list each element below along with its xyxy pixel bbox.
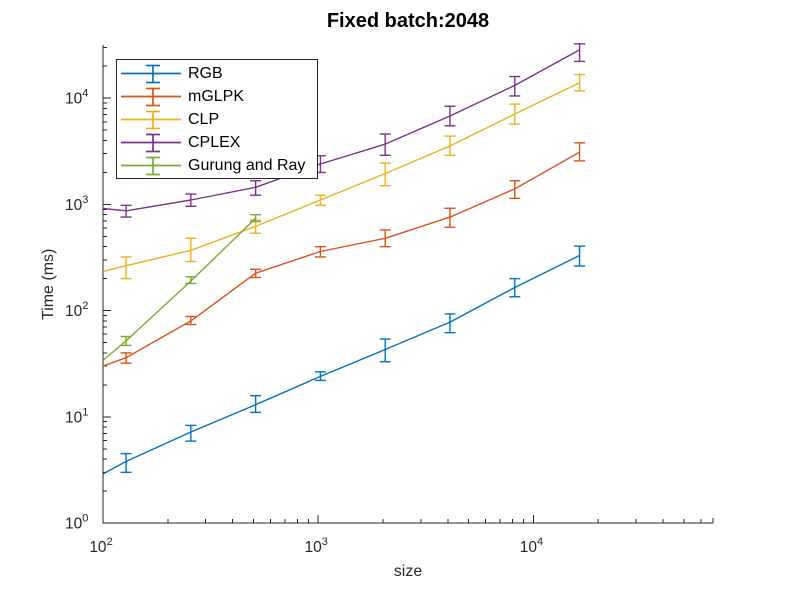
series-gurung-and-ray [103, 213, 262, 361]
legend-item-label: Gurung and Ray [188, 156, 306, 174]
legend: RGB mGLPK CLP CPLEX Gurung and Ray [116, 59, 318, 179]
errorbar-line-icon [117, 62, 183, 85]
legend-item-gurung-and-ray: Gurung and Ray [117, 154, 317, 177]
series-mglpk [103, 142, 586, 367]
legend-item-clp: CLP [117, 108, 317, 131]
tick-labels: 102 103 104 100 101 102 103 104 [65, 88, 543, 556]
svg-text:101: 101 [65, 406, 88, 426]
legend-item-label: CLP [188, 110, 220, 128]
svg-text:104: 104 [520, 536, 543, 556]
legend-item-label: CPLEX [188, 133, 241, 151]
axes [102, 45, 713, 524]
y-axis-label: Time (ms) [40, 248, 57, 320]
legend-item-cplex: CPLEX [117, 131, 317, 154]
series-clp [103, 73, 586, 280]
errorbar-line-icon [117, 85, 183, 108]
errorbar-line-icon [117, 131, 183, 154]
svg-text:102: 102 [89, 536, 112, 556]
svg-text:104: 104 [65, 88, 88, 108]
svg-text:100: 100 [65, 513, 88, 533]
chart-title: Fixed batch:2048 [326, 10, 490, 32]
x-axis-label: size [393, 563, 423, 580]
legend-item-rgb: RGB [117, 62, 317, 85]
axis-ticks [102, 47, 714, 524]
legend-item-mglpk: mGLPK [117, 85, 317, 108]
legend-item-label: mGLPK [188, 87, 245, 105]
errorbar-line-icon [117, 154, 183, 177]
errorbar-line-icon [117, 108, 183, 131]
legend-item-label: RGB [188, 64, 223, 82]
series-rgb [103, 245, 586, 475]
svg-text:103: 103 [305, 536, 328, 556]
svg-text:103: 103 [65, 194, 88, 214]
svg-text:102: 102 [65, 300, 88, 320]
